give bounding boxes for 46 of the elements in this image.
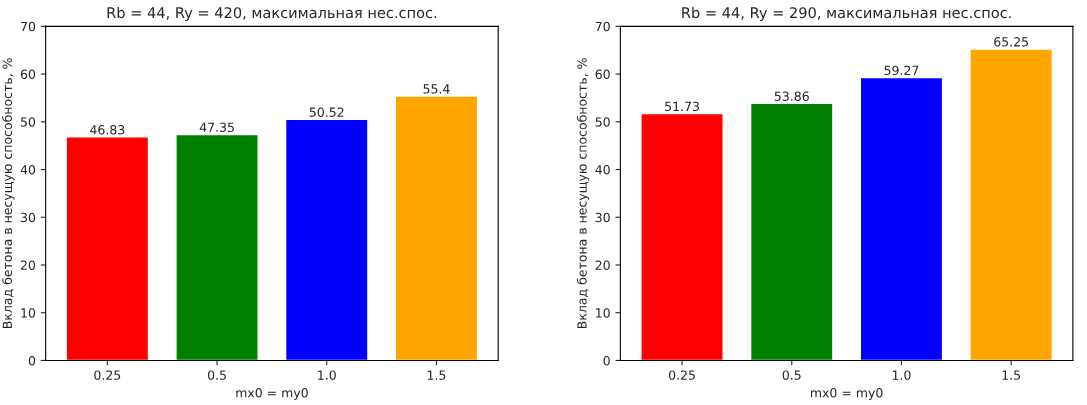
x-tick-label: 1.0 [318, 370, 336, 380]
y-tick-label: 20 [20, 260, 36, 270]
chart-title: Rb = 44, Ry = 420, максимальная нес.спос. [107, 6, 437, 22]
y-tick-label: 30 [20, 212, 36, 223]
data-label: 46.83 [90, 125, 125, 135]
y-tick-label: 70 [595, 21, 610, 32]
data-label: 59.27 [884, 65, 919, 76]
y-tick-label: 50 [595, 117, 610, 127]
chart-title: Rb = 44, Ry = 290, максимальная нес.спос. [682, 6, 1011, 22]
data-label: 53.86 [774, 91, 809, 101]
y-tick-label: 0 [28, 355, 36, 366]
x-tick-label: 1.0 [892, 370, 911, 380]
x-tick-label: 0.5 [207, 370, 226, 380]
y-tick-label: 0 [603, 355, 610, 366]
y-tick-label: 40 [595, 164, 610, 175]
bar [969, 48, 1053, 361]
data-label: 55.4 [423, 84, 450, 94]
y-tick-label: 60 [595, 69, 610, 79]
data-label: 65.25 [994, 37, 1028, 47]
bar [175, 133, 259, 361]
y-axis-title: Вклад бетона в несущую способность, % [2, 58, 15, 329]
y-tick-label: 60 [20, 69, 36, 79]
x-axis-title: mx0 = my0 [811, 388, 883, 400]
bar [640, 112, 724, 361]
bar [65, 136, 150, 361]
bar [749, 102, 834, 361]
y-axis-title: Вклад бетона в несущую способность, % [576, 58, 590, 329]
y-tick-label: 20 [595, 260, 610, 270]
data-label: 51.73 [665, 101, 699, 112]
x-tick-label: 1.5 [427, 370, 446, 380]
y-tick-label: 70 [21, 21, 36, 32]
bar [859, 76, 944, 361]
x-tick-label: 1.5 [1002, 370, 1021, 380]
x-tick-label: 0.5 [782, 370, 801, 380]
data-label: 50.52 [309, 107, 344, 117]
bar [394, 95, 479, 361]
y-tick-label: 40 [20, 164, 36, 175]
x-tick-label: 0.25 [668, 370, 695, 380]
data-label: 47.35 [199, 122, 234, 133]
bar [284, 118, 369, 361]
y-tick-label: 30 [595, 212, 610, 223]
x-axis-title: mx0 = my0 [236, 388, 308, 400]
x-tick-label: 0.25 [94, 370, 121, 380]
y-tick-label: 50 [20, 117, 36, 127]
y-tick-label: 10 [596, 308, 610, 318]
y-tick-label: 10 [21, 308, 36, 318]
